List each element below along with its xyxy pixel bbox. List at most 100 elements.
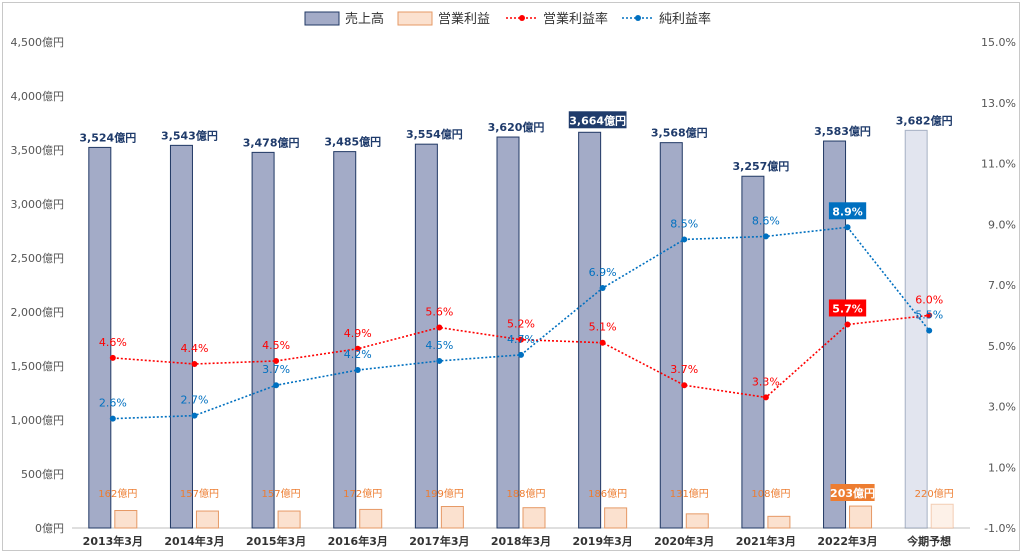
operating-margin-label: 4.9% <box>344 327 372 340</box>
operating-margin-point <box>844 321 851 328</box>
operating-margin-point <box>762 394 769 401</box>
operating-margin-point <box>926 312 933 319</box>
legend-operating-profit-swatch <box>397 11 433 26</box>
operating-margin-label: 3.7% <box>670 363 698 376</box>
operating-margin-point <box>518 336 524 343</box>
operating-profit-label: 203億円 <box>830 486 875 500</box>
sales-label: 3,478億円 <box>243 135 300 149</box>
y-right-tick-label: 3.0% <box>988 401 1016 414</box>
operating-profit-bar <box>685 513 709 529</box>
net-margin-label: 4.2% <box>344 348 372 361</box>
net-margin-label: 8.6% <box>752 214 780 227</box>
y-left-tick-label: 4,500億円 <box>11 36 65 49</box>
legend-net-margin-label: 純利益率 <box>659 11 711 27</box>
operating-profit-bar <box>114 510 138 529</box>
operating-margin-label-box <box>828 299 867 317</box>
operating-margin-label: 4.6% <box>99 336 127 349</box>
sales-bar <box>169 144 193 529</box>
legend-sales-swatch <box>304 11 340 26</box>
y-right-tick-label: 1.0% <box>988 461 1016 474</box>
y-right-tick-label: 15.0% <box>981 36 1016 49</box>
sales-bar <box>823 140 847 529</box>
sales-label: 3,568億円 <box>651 126 708 140</box>
operating-profit-bar <box>522 507 546 529</box>
sales-label: 3,543億円 <box>161 128 218 142</box>
net-margin-label-box <box>828 202 867 220</box>
operating-profit-bar <box>604 507 628 529</box>
legend-sales-label: 売上高 <box>345 11 384 27</box>
operating-profit-bar <box>277 510 301 529</box>
operating-profit-label: 188億円 <box>506 487 545 500</box>
operating-margin-label: 4.5% <box>262 339 290 352</box>
sales-bar <box>88 146 112 529</box>
legend-net-margin-marker <box>635 15 641 21</box>
operating-margin-point <box>191 360 198 367</box>
right-axis: -1.0% 1.0% 3.0% 5.0% 7.0% 9.0% 11.0% 13.0% 15.0% <box>981 36 1016 535</box>
y-right-tick-label: -1.0% <box>984 522 1016 535</box>
sales-bar <box>578 131 602 529</box>
net-margin-point <box>762 233 769 240</box>
lines <box>109 224 933 422</box>
y-right-tick-label: 13.0% <box>981 97 1016 110</box>
sales-label: 3,682億円 <box>896 113 953 127</box>
x-tick-label: 2014年3月 <box>164 534 224 548</box>
net-margin-label: 6.9% <box>589 266 617 279</box>
net-margin-point <box>844 224 851 231</box>
y-left-tick-label: 3,500億円 <box>11 144 65 157</box>
operating-profit-label-box <box>830 484 875 501</box>
net-margin-point <box>436 357 443 364</box>
net-margin-label: 4.5% <box>425 339 453 352</box>
x-tick-label: 2020年3月 <box>654 534 714 548</box>
legend-operating-profit-label: 営業利益 <box>438 11 490 27</box>
y-right-tick-label: 11.0% <box>981 158 1016 171</box>
operating-profit-label: 199億円 <box>425 487 464 500</box>
operating-margin-label: 4.4% <box>180 342 208 355</box>
y-right-tick-label: 5.0% <box>988 340 1016 353</box>
left-axis: 0億円 500億円 1,000億円 1,500億円 2,000億円 2,500億円 3,00… <box>11 36 65 535</box>
net-margin-label: 5.5% <box>915 309 943 322</box>
y-left-tick-label: 3,000億円 <box>11 198 65 211</box>
operating-margin-point <box>109 354 116 361</box>
x-axis: 2013年3月 2014年3月 2015年3月 2016年3月 2017年3月 2018年… <box>72 527 970 548</box>
operating-margin-point <box>354 345 361 352</box>
operating-profit-label: 157億円 <box>262 487 301 500</box>
net-margin-label: 2.7% <box>180 394 208 407</box>
y-left-tick-label: 0億円 <box>35 522 64 535</box>
x-tick-label: 2013年3月 <box>83 534 143 548</box>
y-left-tick-label: 2,000億円 <box>11 306 65 319</box>
operating-margin-point <box>273 357 280 364</box>
sales-label: 3,554億円 <box>406 127 463 141</box>
net-margin-label: 4.7% <box>507 333 535 346</box>
sales-bar <box>496 136 520 529</box>
operating-profit-label: 220億円 <box>915 487 954 500</box>
net-margin-point <box>926 327 933 334</box>
sales-bar <box>333 151 357 529</box>
operating-margin-label: 5.1% <box>589 321 617 334</box>
bars <box>88 129 954 529</box>
net-margin-point <box>273 382 280 389</box>
sales-bar <box>414 143 438 529</box>
net-margin-line <box>112 226 930 420</box>
x-tick-label: 今期予想 <box>906 534 951 548</box>
net-margin-label: 2.6% <box>99 397 127 410</box>
net-margin-point <box>518 351 524 358</box>
operating-profit-label: 157億円 <box>180 487 219 500</box>
y-right-tick-label: 9.0% <box>988 218 1016 231</box>
x-tick-label: 2021年3月 <box>736 534 796 548</box>
legend-operating-margin-marker <box>519 15 525 21</box>
net-margin-point <box>681 236 688 243</box>
sales-label-box <box>568 111 627 129</box>
y-left-tick-label: 4,000億円 <box>11 90 65 103</box>
operating-margin-point <box>436 324 443 331</box>
net-margin-label: 8.9% <box>832 205 863 218</box>
sales-label: 3,583億円 <box>814 124 871 138</box>
sales-label: 3,485億円 <box>324 135 381 149</box>
net-margin-label: 3.7% <box>262 363 290 376</box>
operating-margin-label: 5.7% <box>832 302 863 315</box>
y-left-tick-label: 1,000億円 <box>11 414 65 427</box>
operating-margin-label: 5.6% <box>425 306 453 319</box>
operating-margin-label: 6.0% <box>915 293 943 306</box>
x-tick-label: 2018年3月 <box>491 534 551 548</box>
